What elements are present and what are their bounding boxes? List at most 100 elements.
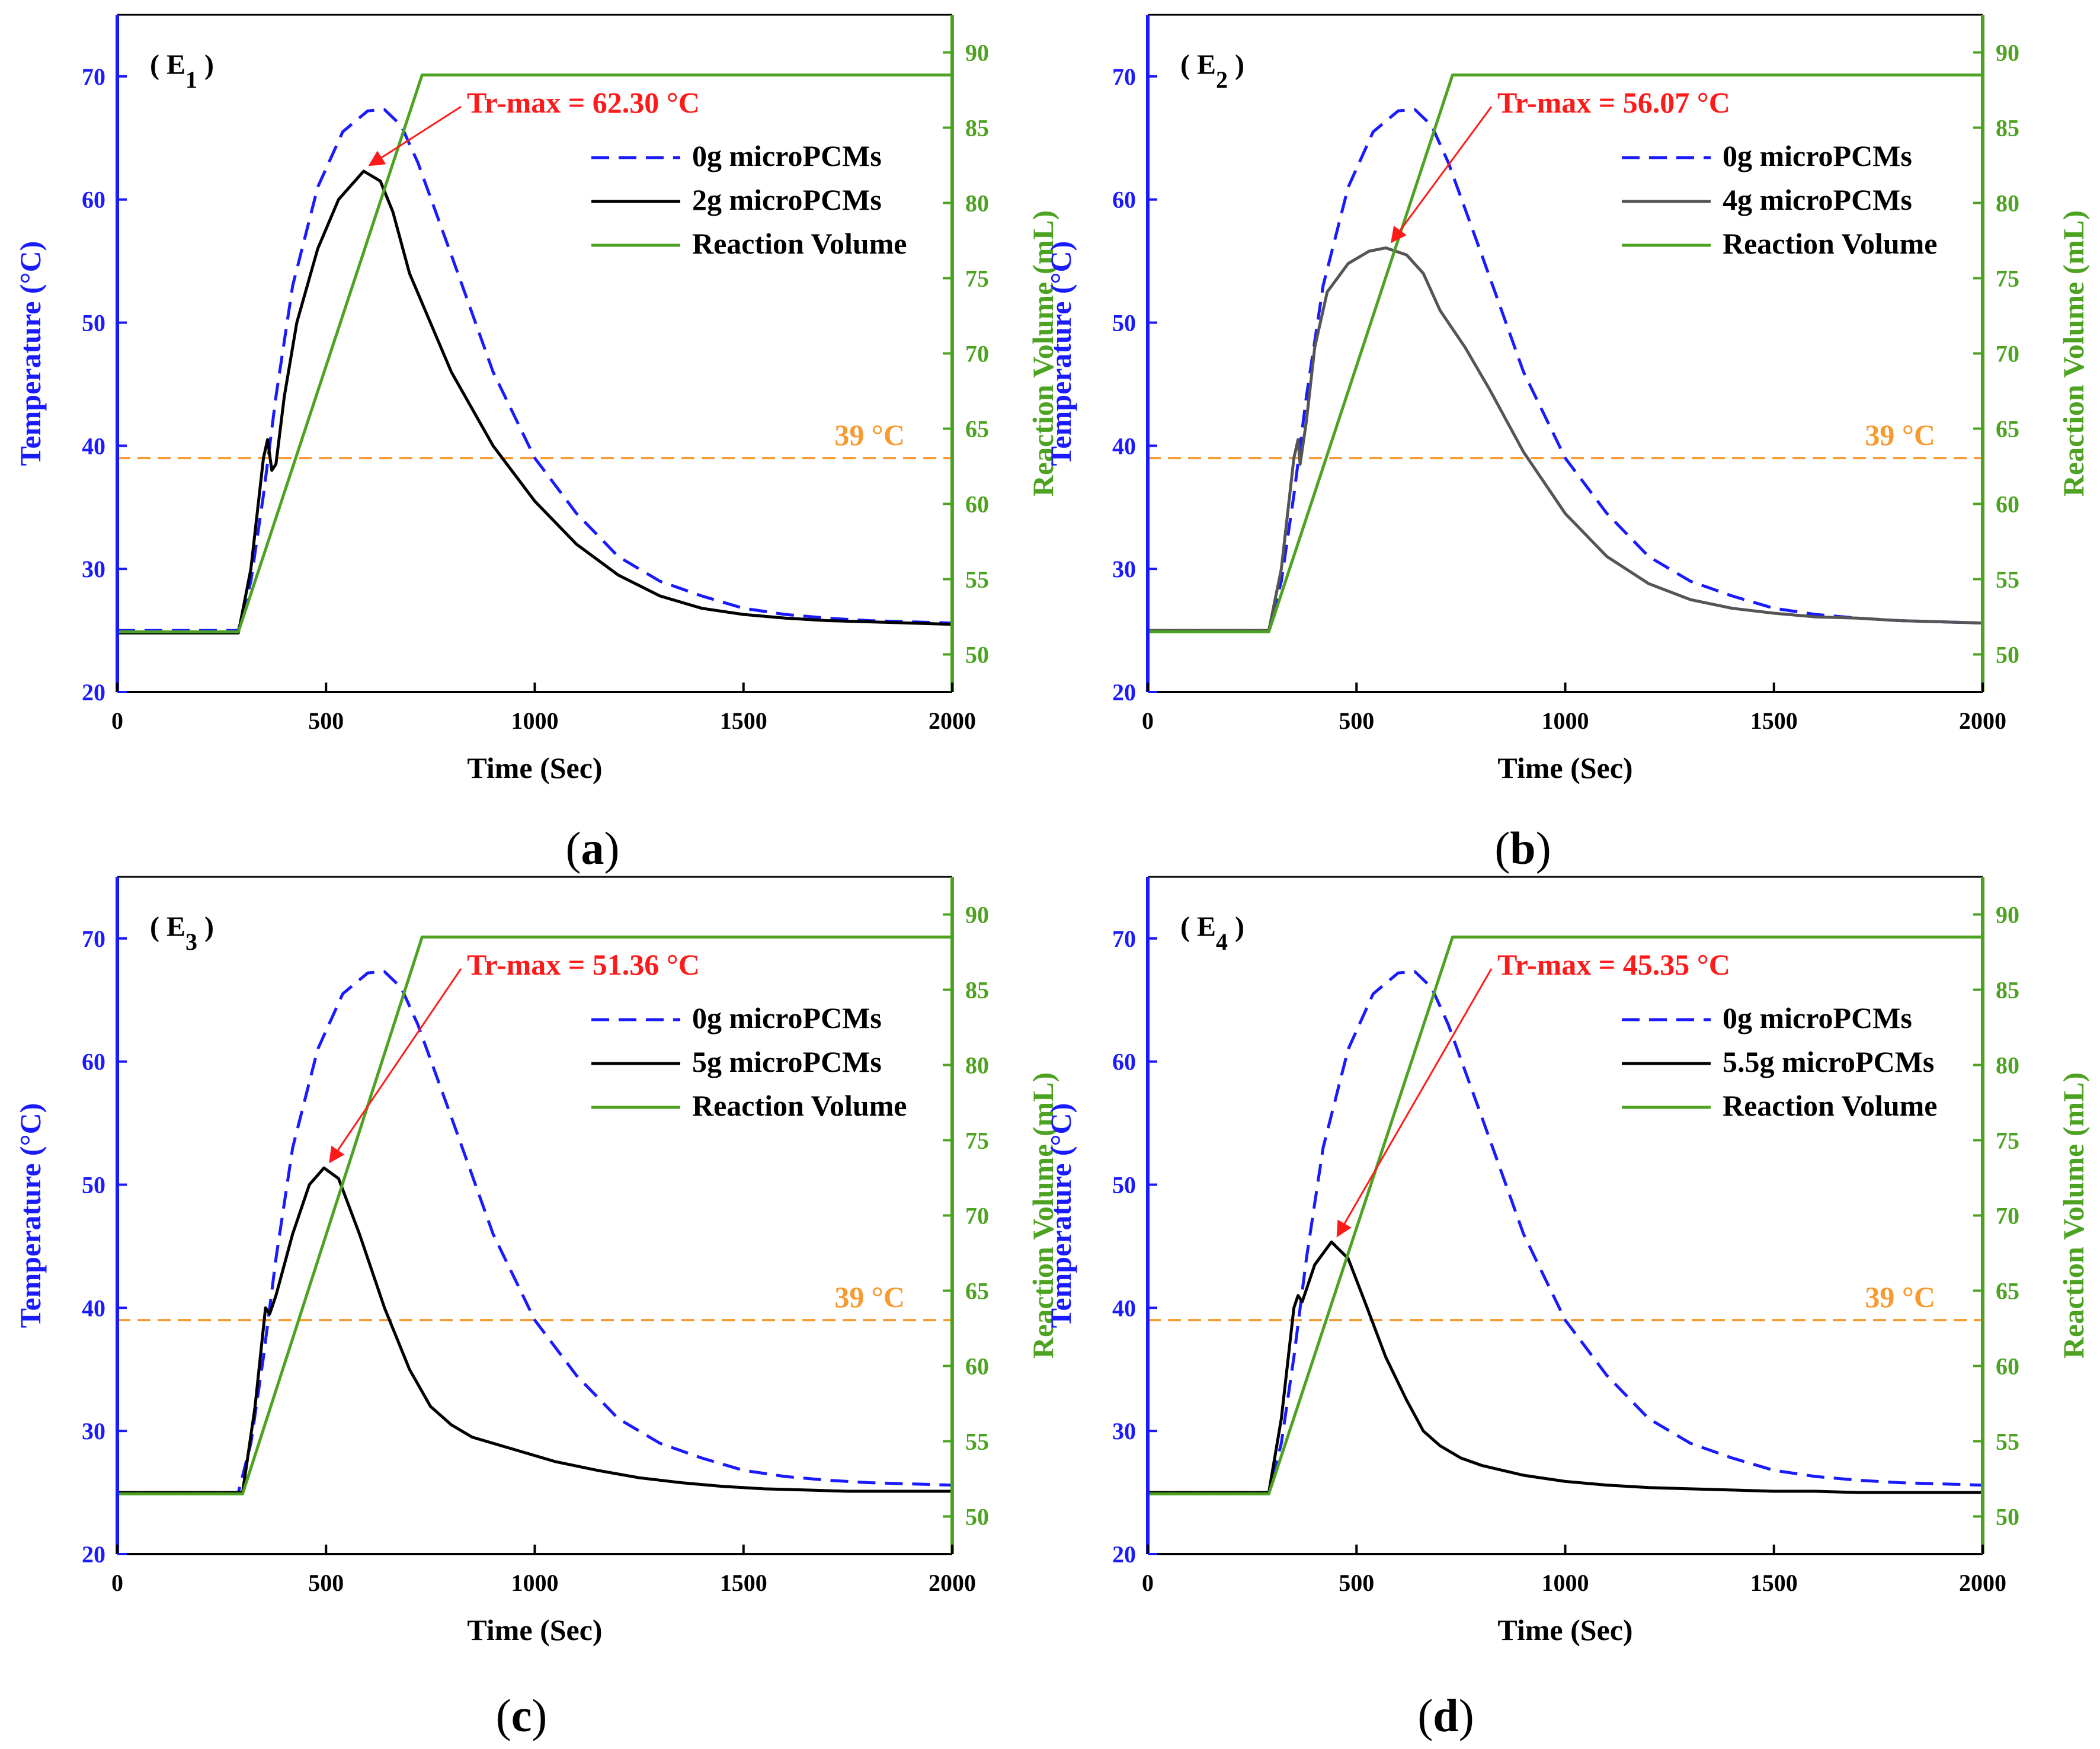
y2-tick-label: 55: [965, 1428, 989, 1455]
caption-open: (: [496, 1690, 511, 1741]
legend-entry: Reaction Volume: [692, 227, 907, 260]
y2-tick-label: 55: [1996, 1428, 2019, 1455]
panel-caption: (d): [1417, 1690, 1474, 1741]
y2-tick-label: 60: [965, 1353, 989, 1380]
legend-entry: Reaction Volume: [1723, 1089, 1938, 1122]
x-tick-label: 500: [1339, 1569, 1374, 1596]
legend-entry: 0g microPCMs: [692, 139, 882, 172]
y2-tick-label: 75: [965, 1127, 989, 1154]
chart-panel-3: 39 °C 0 500 1000 1500 2000 20 30 40 50 60 70 50 55 60 6…: [14, 876, 1059, 1741]
y-tick-label: 20: [82, 1541, 105, 1568]
y2-tick-label: 50: [1996, 642, 2019, 668]
panel-tag: ( E1 ): [150, 49, 214, 93]
y-tick-label: 50: [82, 310, 105, 337]
y-tick-label: 50: [1112, 310, 1136, 337]
y-axis-label: Temperature (°C): [1044, 241, 1077, 466]
y2-tick-label: 75: [1996, 265, 2019, 292]
caption-letter: a: [581, 822, 604, 874]
y2-tick-label: 80: [1996, 190, 2019, 217]
panel-tag-prefix: (: [150, 49, 167, 81]
y2-tick-label: 50: [1996, 1504, 2019, 1530]
panel-tag-letter: E: [1197, 911, 1216, 943]
legend-entry: 5g microPCMs: [692, 1045, 882, 1078]
y-tick-label: 30: [82, 1418, 105, 1444]
panel-tag-sub: 2: [1216, 66, 1228, 93]
x-tick-label: 2000: [929, 1569, 976, 1596]
y2-tick-label: 75: [1996, 1127, 2019, 1154]
panel-tag-suffix: ): [1228, 911, 1244, 943]
x-tick-label: 1000: [511, 1569, 559, 1596]
peak-annotation: Tr-max = 45.35 °C: [1497, 948, 1730, 981]
series-line-3: [1148, 73, 1983, 633]
panel-caption: (c): [496, 1690, 548, 1741]
y2-tick-label: 90: [965, 902, 989, 928]
y-tick-label: 40: [82, 433, 105, 459]
series-line-3: [117, 936, 952, 1495]
x-axis-label: Time (Sec): [1497, 751, 1632, 784]
series-line-2: [117, 169, 953, 635]
reference-line-label: 39 °C: [1865, 418, 1935, 451]
y-tick-label: 30: [1112, 556, 1136, 582]
y2-axis-label: Reaction Volume (mL): [2057, 1072, 2090, 1359]
panel-tag-sub: 4: [1216, 928, 1228, 955]
x-tick-label: 1500: [720, 1569, 767, 1596]
y-tick-label: 60: [82, 187, 105, 213]
panel-tag-suffix: ): [197, 49, 214, 81]
y2-tick-label: 65: [965, 416, 989, 443]
x-tick-label: 1000: [1542, 1569, 1589, 1596]
series-line-3: [117, 73, 952, 633]
chart-panel-2: 39 °C 0 500 1000 1500 2000 20 30 40 50 60 70 50 55 60 6…: [1044, 14, 2090, 874]
y-tick-label: 20: [82, 679, 105, 706]
y-tick-label: 20: [1112, 1541, 1136, 1568]
y-tick-label: 40: [1112, 433, 1136, 459]
y-tick-label: 30: [82, 556, 105, 582]
x-tick-label: 0: [111, 707, 123, 734]
x-tick-label: 0: [1142, 1569, 1154, 1596]
y2-tick-label: 60: [965, 491, 989, 518]
series-line-1: [117, 970, 953, 1494]
reference-line-label: 39 °C: [834, 1280, 905, 1314]
y-tick-label: 60: [1112, 1049, 1136, 1075]
y2-tick-label: 70: [965, 341, 989, 367]
y2-tick-label: 55: [1996, 566, 2019, 593]
x-tick-label: 1000: [511, 707, 559, 734]
x-tick-label: 1500: [720, 707, 767, 734]
panel-tag-letter: E: [167, 911, 185, 943]
x-axis-label: Time (Sec): [467, 751, 602, 784]
y2-tick-label: 65: [1996, 416, 2019, 443]
y2-tick-label: 55: [965, 566, 989, 593]
caption-open: (: [1494, 822, 1510, 874]
panel-tag: ( E3 ): [150, 911, 214, 955]
panel-tag-prefix: (: [1180, 911, 1197, 943]
panel-caption: (b): [1494, 822, 1551, 874]
panel-tag-prefix: (: [150, 911, 167, 943]
y2-tick-label: 65: [965, 1278, 989, 1305]
x-tick-label: 500: [308, 707, 344, 734]
y2-tick-label: 50: [965, 1504, 989, 1530]
y-tick-label: 60: [82, 1049, 105, 1075]
x-tick-label: 1500: [1750, 707, 1798, 734]
x-axis-label: Time (Sec): [1497, 1613, 1632, 1647]
panel-tag-suffix: ): [197, 911, 214, 943]
y-axis-label: Temperature (°C): [1044, 1103, 1077, 1328]
panel-tag-letter: E: [167, 49, 185, 81]
panel-tag-sub: 3: [185, 928, 197, 955]
x-tick-label: 500: [308, 1569, 344, 1596]
caption-close: ): [1536, 822, 1551, 874]
series-line-3: [1148, 936, 1983, 1495]
x-tick-label: 1500: [1750, 1569, 1798, 1596]
y2-tick-label: 85: [1996, 977, 2019, 1004]
y2-tick-label: 70: [1996, 1203, 2019, 1229]
series-line-1: [1148, 970, 1983, 1494]
y-tick-label: 30: [1112, 1418, 1136, 1444]
peak-annotation: Tr-max = 62.30 °C: [467, 86, 700, 119]
legend-entry: Reaction Volume: [692, 1089, 907, 1122]
caption-letter: c: [511, 1690, 532, 1741]
reference-line-label: 39 °C: [1865, 1280, 1935, 1314]
caption-close: ): [604, 822, 620, 874]
y2-tick-label: 60: [1996, 491, 2019, 518]
y-tick-label: 60: [1112, 187, 1136, 213]
y2-tick-label: 80: [965, 1052, 989, 1079]
y2-tick-label: 80: [965, 190, 989, 217]
